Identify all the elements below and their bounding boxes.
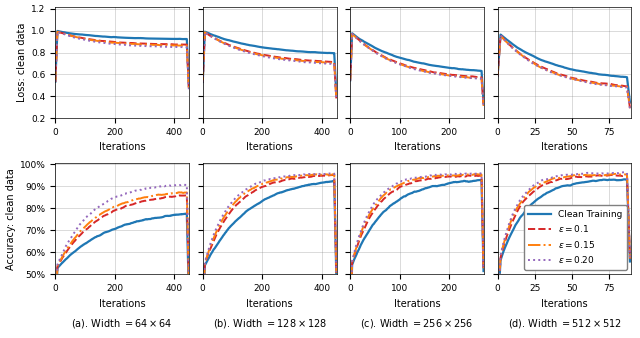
Text: (d). Width $= 512 \times 512$: (d). Width $= 512 \times 512$ [508, 317, 621, 330]
X-axis label: Iterations: Iterations [541, 299, 588, 309]
X-axis label: Iterations: Iterations [99, 142, 145, 152]
Legend: Clean Training, $\epsilon = 0.1$, $\epsilon = 0.15$, $\epsilon = 0.20$: Clean Training, $\epsilon = 0.1$, $\epsi… [524, 206, 627, 270]
X-axis label: Iterations: Iterations [246, 142, 293, 152]
Text: (a). Width $= 64 \times 64$: (a). Width $= 64 \times 64$ [72, 317, 173, 330]
Text: (b). Width $= 128 \times 128$: (b). Width $= 128 \times 128$ [212, 317, 327, 330]
X-axis label: Iterations: Iterations [394, 299, 440, 309]
Text: (c). Width $= 256 \times 256$: (c). Width $= 256 \times 256$ [360, 317, 474, 330]
Y-axis label: Accuracy: clean data: Accuracy: clean data [6, 168, 15, 270]
X-axis label: Iterations: Iterations [394, 142, 440, 152]
X-axis label: Iterations: Iterations [99, 299, 145, 309]
X-axis label: Iterations: Iterations [541, 142, 588, 152]
Y-axis label: Loss: clean data: Loss: clean data [17, 23, 27, 102]
X-axis label: Iterations: Iterations [246, 299, 293, 309]
